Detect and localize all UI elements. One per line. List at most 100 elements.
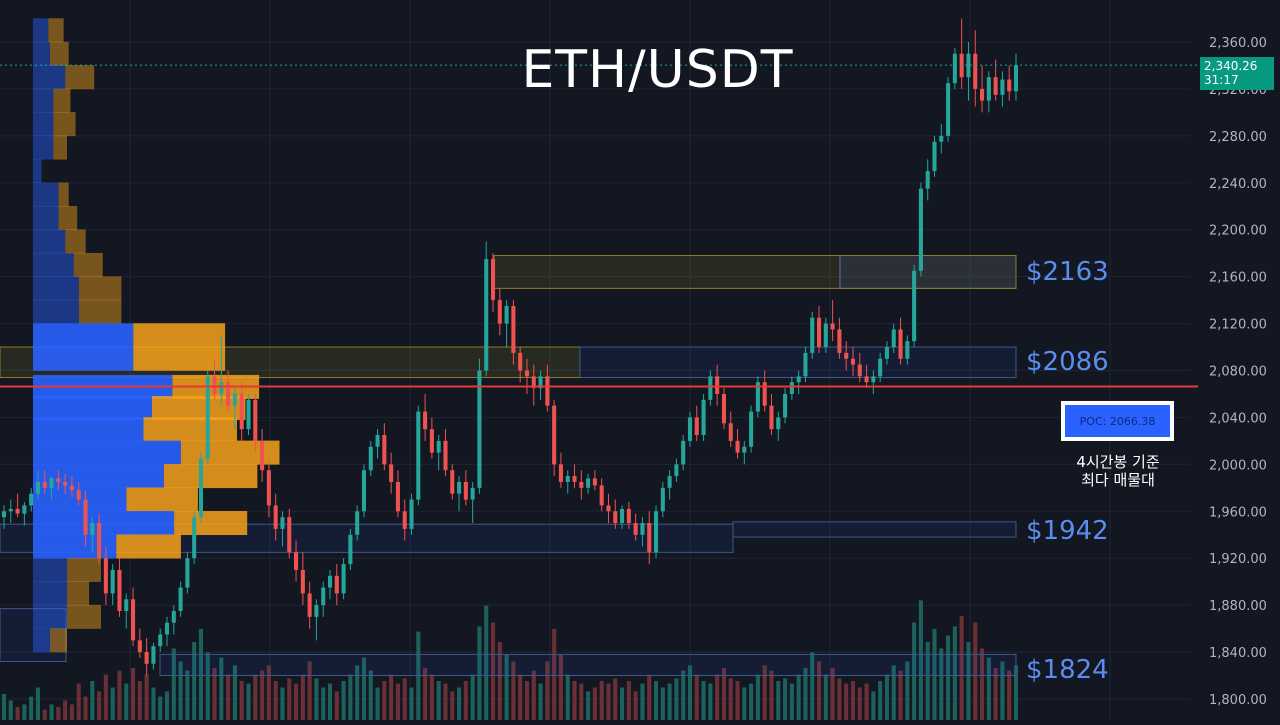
candle-body — [647, 523, 652, 553]
candle-body — [219, 382, 224, 394]
candle-body — [857, 364, 862, 377]
volume-profile-buy — [33, 252, 74, 277]
volume-profile-sell — [65, 229, 86, 254]
volume-bar — [878, 681, 883, 720]
volume-bar — [103, 674, 108, 720]
candle-body — [355, 511, 360, 535]
volume-bar — [674, 678, 679, 720]
candle-body — [952, 53, 957, 84]
volume-bar — [599, 681, 604, 720]
volume-bar — [769, 670, 774, 720]
candle-body — [151, 646, 156, 664]
volume-bar — [891, 665, 896, 720]
candle-body — [694, 417, 699, 436]
volume-bar — [8, 700, 13, 720]
volume-bar — [144, 674, 149, 720]
volume-profile-buy — [33, 628, 50, 653]
poc-label-box: POC: 2066.38 — [1061, 401, 1174, 441]
volume-profile-sell — [67, 581, 90, 606]
volume-bar — [389, 674, 394, 720]
candle-body — [898, 329, 903, 359]
candle-body — [1013, 65, 1019, 92]
volume-bar — [334, 691, 339, 720]
y-tick-label: 2,080.00 — [1209, 365, 1267, 380]
candle-body — [912, 270, 917, 342]
candle-body — [137, 640, 142, 653]
volume-profile-buy — [33, 417, 144, 442]
volume-bar — [137, 681, 142, 720]
candle-body — [477, 370, 482, 488]
volume-bar — [131, 668, 136, 720]
candle-body — [212, 376, 217, 394]
candle-body — [816, 317, 822, 348]
zone-2086-ext — [579, 346, 1017, 379]
poc-note-line2: 최다 매물대 — [1081, 471, 1155, 489]
volume-profile-sell — [133, 323, 226, 348]
volume-bar — [192, 642, 197, 720]
candle-body — [63, 481, 68, 486]
volume-bar — [22, 704, 27, 720]
volume-bar — [409, 687, 414, 720]
volume-bar — [314, 678, 319, 720]
candle-body — [205, 376, 210, 459]
y-tick-label: 2,000.00 — [1209, 458, 1267, 473]
level-label-2163: $2163 — [1026, 257, 1109, 288]
volume-profile-sell — [152, 396, 246, 421]
volume-bar — [545, 661, 550, 720]
poc-note-line1: 4시간봉 기준 — [1076, 453, 1160, 471]
candle-body — [660, 487, 665, 512]
candle-body — [871, 376, 876, 383]
volume-bar — [470, 674, 475, 720]
volume-profile-sell — [48, 18, 64, 43]
volume-bar — [361, 657, 367, 720]
volume-profile-buy — [33, 276, 79, 301]
candle-body — [226, 382, 231, 406]
volume-bar — [918, 600, 923, 720]
volume-bar — [905, 661, 910, 720]
volume-bar — [667, 683, 672, 720]
candle-body — [260, 440, 265, 471]
volume-bar — [728, 678, 733, 720]
candle-body — [721, 393, 726, 424]
volume-profile-sell — [78, 276, 122, 301]
candle-body — [884, 347, 889, 359]
volume-profile-sell — [67, 604, 101, 629]
volume-bar — [844, 683, 849, 720]
volume-bar — [158, 696, 163, 720]
volume-bar — [294, 683, 299, 720]
y-tick-label: 1,960.00 — [1209, 505, 1267, 520]
volume-bar — [538, 683, 543, 720]
candle-body — [552, 405, 557, 465]
candle-body — [368, 446, 373, 471]
volume-bar — [463, 681, 468, 720]
volume-bar — [300, 674, 305, 720]
volume-profile-sell — [163, 464, 258, 489]
candle-body — [925, 171, 930, 189]
volume-bar — [436, 681, 441, 720]
volume-profile-buy — [33, 135, 54, 160]
volume-bar — [973, 622, 978, 720]
volume-bar — [49, 704, 54, 720]
candle-body — [484, 259, 489, 371]
volume-profile-sell — [58, 182, 69, 207]
candle-body — [939, 135, 944, 142]
candle-body — [178, 587, 183, 612]
candle-body — [531, 376, 536, 389]
candle-body — [158, 634, 163, 647]
volume-bar — [660, 687, 665, 720]
volume-bar — [681, 670, 686, 720]
candle-body — [633, 523, 638, 535]
candle-body — [294, 552, 299, 570]
volume-profile-buy — [33, 346, 134, 371]
volume-bar — [932, 629, 937, 720]
volume-bar — [321, 687, 326, 720]
candle-body — [592, 478, 597, 486]
last-price-value: 2,340.26 — [1204, 59, 1258, 73]
candle-body — [606, 505, 611, 512]
volume-bar — [253, 674, 258, 720]
volume-profile-sell — [174, 511, 248, 536]
volume-bar — [837, 678, 842, 720]
volume-profile-buy — [33, 323, 134, 348]
